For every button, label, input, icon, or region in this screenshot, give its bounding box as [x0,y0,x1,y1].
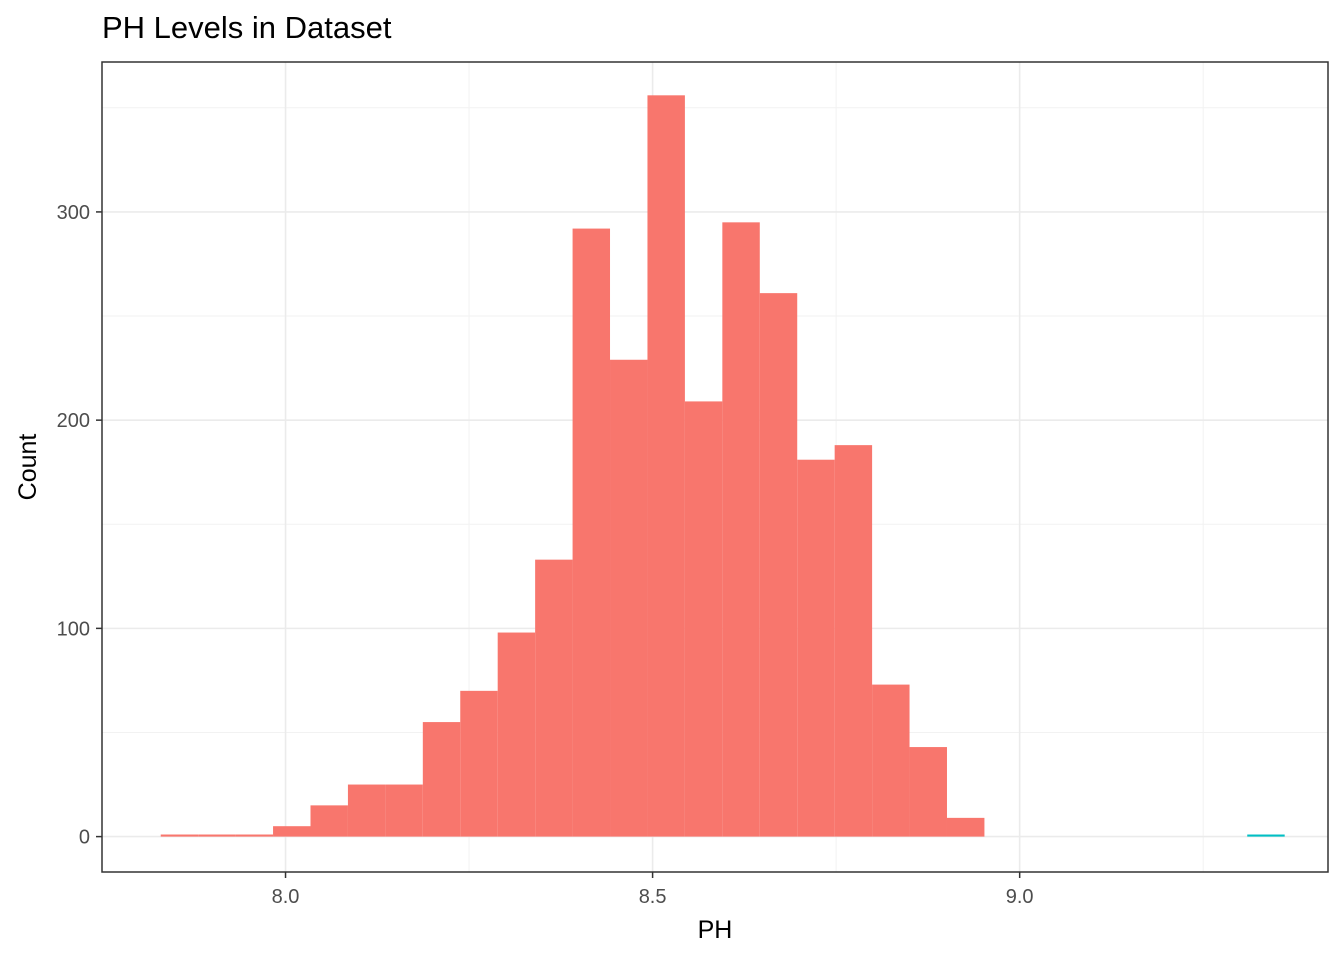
histogram-bar [610,360,647,837]
histogram-bar [423,722,460,837]
x-tick-label: 8.5 [639,886,667,908]
x-tick-label: 8.0 [272,886,300,908]
histogram-bar [535,560,572,837]
histogram-bar [348,785,385,837]
y-tick-label: 200 [57,410,90,432]
histogram-bar [910,747,947,837]
histogram-bar [835,445,872,836]
histogram-bar [760,293,797,836]
x-axis-title: PH [698,916,733,944]
histogram-bar [498,633,535,837]
x-tick-label: 9.0 [1006,886,1034,908]
y-tick-label: 100 [57,618,90,640]
histogram-bar [161,835,198,837]
y-tick-label: 300 [57,202,90,224]
histogram-bar [460,691,497,837]
histogram-bar [797,460,834,837]
histogram-bar [872,685,909,837]
histogram-bar [685,401,722,836]
histogram-bar [647,95,684,836]
histogram-bar [1247,835,1284,837]
histogram-bar [947,818,984,837]
histogram-bar [385,785,422,837]
bars-layer [161,95,1285,836]
histogram-bar [722,222,759,836]
histogram-bar [310,805,347,836]
histogram-bar [573,229,610,837]
histogram-bar [236,835,273,837]
y-tick-label: 0 [79,827,90,849]
histogram-bar [273,826,310,836]
y-axis-title: Count [14,434,42,501]
histogram-bar [198,835,235,837]
